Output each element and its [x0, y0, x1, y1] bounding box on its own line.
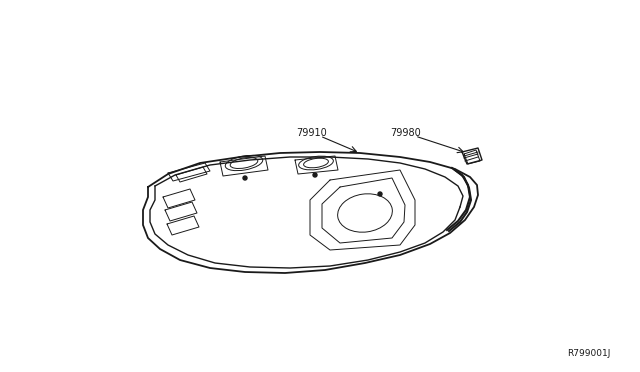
Circle shape — [378, 192, 382, 196]
Text: R799001J: R799001J — [566, 349, 610, 358]
Circle shape — [313, 173, 317, 177]
Circle shape — [243, 176, 247, 180]
Text: 79910: 79910 — [296, 128, 327, 138]
Text: 79980: 79980 — [390, 128, 420, 138]
